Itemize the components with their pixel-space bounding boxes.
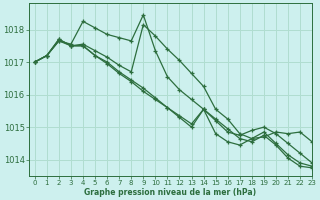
X-axis label: Graphe pression niveau de la mer (hPa): Graphe pression niveau de la mer (hPa) (84, 188, 257, 197)
